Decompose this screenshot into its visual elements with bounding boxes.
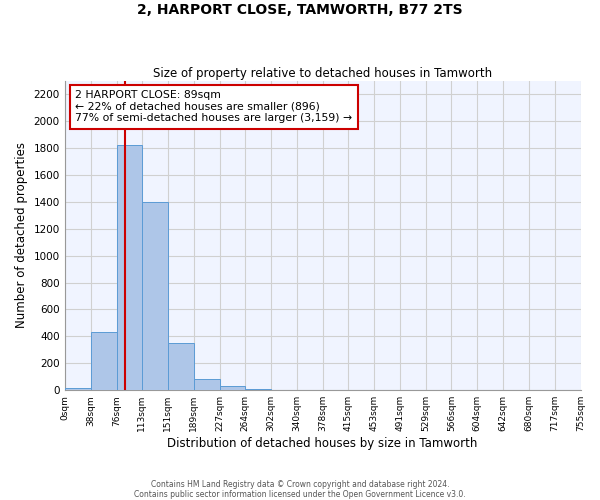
Y-axis label: Number of detached properties: Number of detached properties bbox=[15, 142, 28, 328]
Bar bbox=[116, 146, 142, 390]
Bar bbox=[168, 343, 194, 390]
Text: 2 HARPORT CLOSE: 89sqm
← 22% of detached houses are smaller (896)
77% of semi-de: 2 HARPORT CLOSE: 89sqm ← 22% of detached… bbox=[75, 90, 352, 123]
Text: Contains HM Land Registry data © Crown copyright and database right 2024.
Contai: Contains HM Land Registry data © Crown c… bbox=[134, 480, 466, 499]
Title: Size of property relative to detached houses in Tamworth: Size of property relative to detached ho… bbox=[153, 66, 492, 80]
X-axis label: Distribution of detached houses by size in Tamworth: Distribution of detached houses by size … bbox=[167, 437, 478, 450]
Bar bbox=[245, 389, 271, 390]
Text: 2, HARPORT CLOSE, TAMWORTH, B77 2TS: 2, HARPORT CLOSE, TAMWORTH, B77 2TS bbox=[137, 2, 463, 16]
Bar bbox=[142, 202, 168, 390]
Bar bbox=[194, 380, 220, 390]
Bar bbox=[91, 332, 116, 390]
Bar bbox=[65, 388, 91, 390]
Bar bbox=[220, 386, 245, 390]
